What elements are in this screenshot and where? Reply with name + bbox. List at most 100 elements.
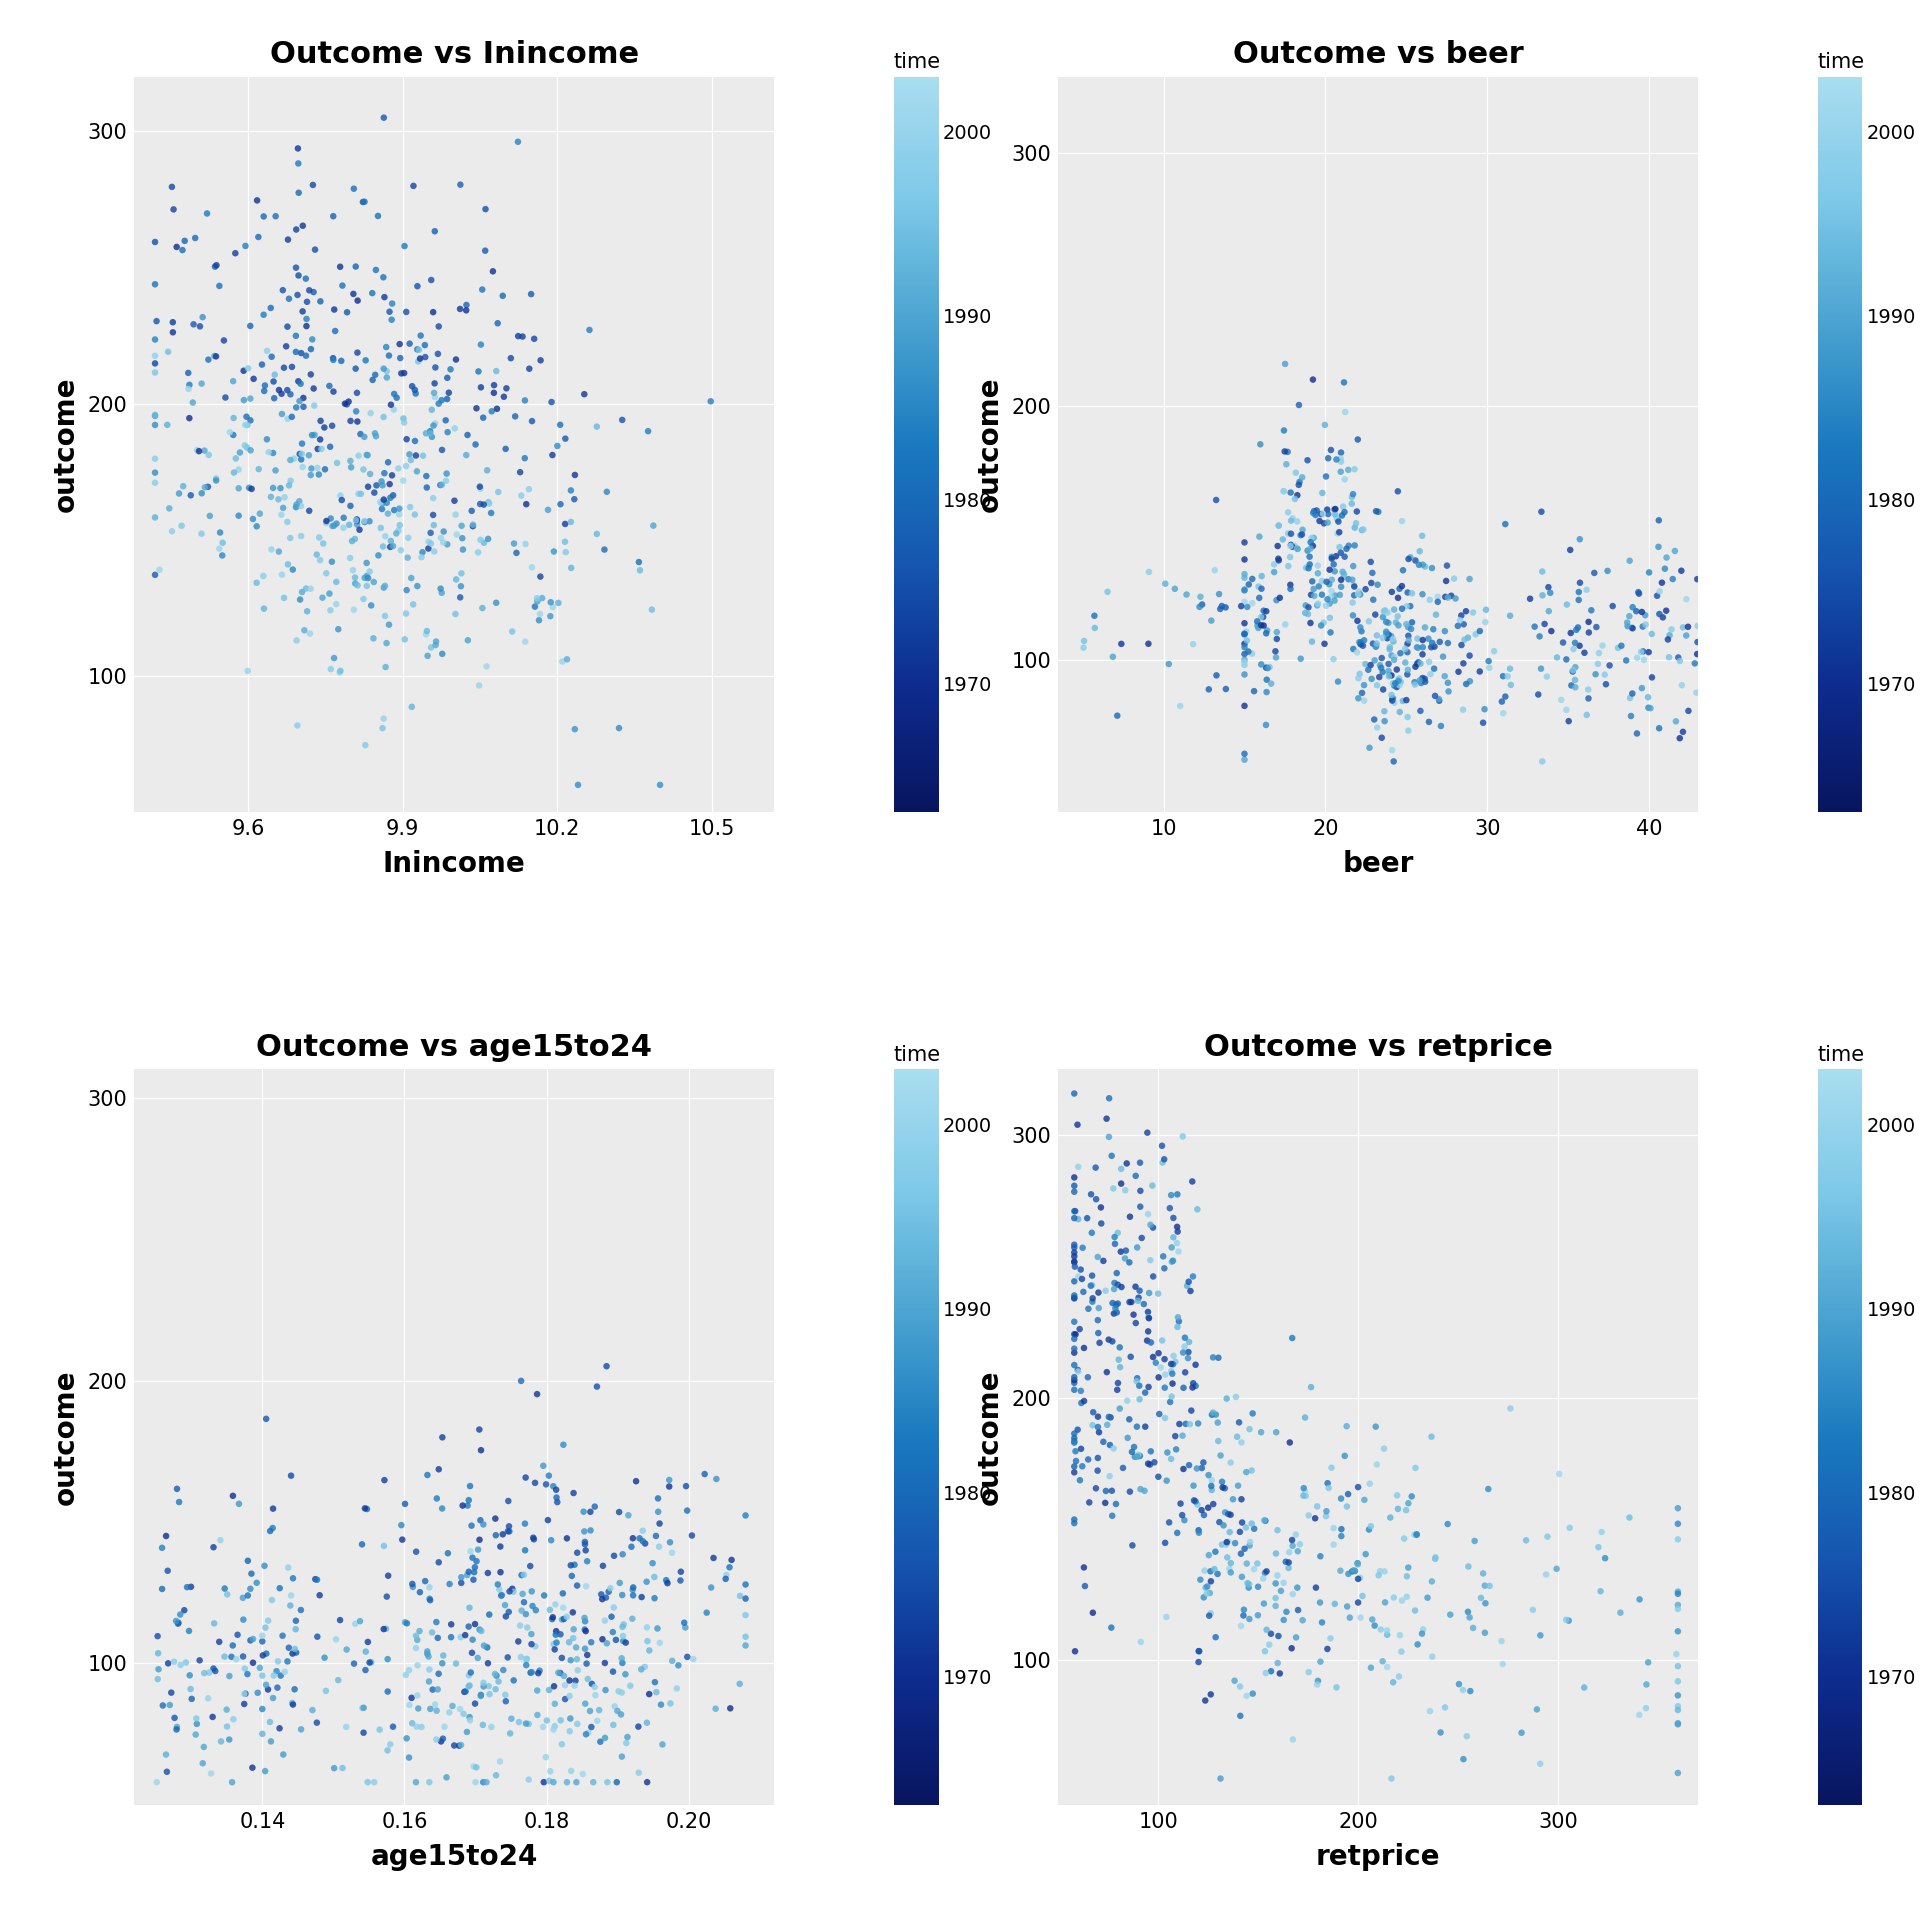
- Point: [643, 1496, 674, 1526]
- Point: [1068, 1233, 1098, 1263]
- Point: [401, 1624, 432, 1655]
- Point: [616, 1532, 647, 1563]
- Point: [1327, 499, 1357, 530]
- Point: [1377, 684, 1407, 714]
- Point: [1283, 1572, 1313, 1603]
- Point: [572, 1718, 603, 1749]
- Point: [432, 363, 463, 394]
- Point: [324, 252, 355, 282]
- Point: [493, 1511, 524, 1542]
- Point: [1060, 1240, 1091, 1271]
- Point: [1559, 672, 1590, 703]
- Point: [1442, 611, 1473, 641]
- Point: [223, 501, 253, 532]
- Point: [1622, 576, 1653, 607]
- Point: [415, 1584, 445, 1615]
- Point: [371, 355, 401, 386]
- Point: [392, 296, 422, 326]
- Point: [666, 1557, 697, 1588]
- Point: [1419, 632, 1450, 662]
- Point: [1091, 1104, 1121, 1135]
- Point: [1073, 1486, 1104, 1517]
- Point: [280, 392, 311, 422]
- Point: [1647, 603, 1678, 634]
- Point: [1175, 1275, 1206, 1306]
- Point: [1194, 1578, 1225, 1609]
- Point: [499, 528, 530, 559]
- Point: [397, 589, 428, 620]
- Point: [1144, 1398, 1175, 1428]
- Point: [595, 1572, 626, 1603]
- Point: [186, 369, 217, 399]
- Point: [275, 1590, 305, 1620]
- Point: [1125, 1190, 1156, 1221]
- Point: [447, 522, 478, 553]
- Point: [1162, 1311, 1192, 1342]
- Point: [259, 1661, 290, 1692]
- Point: [267, 1620, 298, 1651]
- Point: [342, 505, 372, 536]
- Point: [678, 1644, 708, 1674]
- Point: [541, 1482, 572, 1513]
- Point: [1425, 1716, 1455, 1747]
- Point: [1559, 653, 1590, 684]
- Point: [1356, 547, 1386, 578]
- Point: [1382, 601, 1413, 632]
- Point: [290, 614, 321, 645]
- Point: [505, 1611, 536, 1642]
- Point: [588, 1584, 618, 1615]
- Point: [1246, 601, 1277, 632]
- Point: [1323, 507, 1354, 538]
- Point: [1651, 595, 1682, 626]
- Point: [1060, 1427, 1091, 1457]
- Point: [1250, 1557, 1281, 1588]
- Point: [317, 547, 348, 578]
- Point: [211, 1711, 242, 1741]
- Point: [1628, 645, 1659, 676]
- Point: [1060, 1452, 1091, 1482]
- Point: [200, 1609, 230, 1640]
- Point: [561, 1644, 591, 1674]
- Point: [528, 1766, 559, 1797]
- Point: [1236, 564, 1267, 595]
- Point: [1402, 624, 1432, 655]
- Point: [1229, 628, 1260, 659]
- Point: [228, 1690, 259, 1720]
- Point: [493, 1517, 524, 1548]
- Point: [1265, 1659, 1296, 1690]
- Point: [1068, 1277, 1098, 1308]
- Point: [568, 1759, 599, 1789]
- Point: [307, 582, 338, 612]
- Point: [1594, 651, 1624, 682]
- Point: [1361, 1411, 1392, 1442]
- Point: [232, 1546, 263, 1576]
- Point: [1060, 1332, 1091, 1363]
- Point: [217, 1480, 248, 1511]
- Point: [445, 1730, 476, 1761]
- Point: [1069, 1332, 1100, 1363]
- Point: [1142, 1461, 1173, 1492]
- Point: [1250, 710, 1281, 741]
- Point: [1452, 1720, 1482, 1751]
- Point: [365, 1715, 396, 1745]
- Point: [417, 632, 447, 662]
- Point: [1626, 637, 1657, 668]
- Point: [520, 1596, 551, 1626]
- Point: [1354, 1469, 1384, 1500]
- Point: [349, 730, 380, 760]
- Point: [1133, 1315, 1164, 1346]
- Point: [480, 1674, 511, 1705]
- Point: [1555, 534, 1586, 564]
- Point: [273, 374, 303, 405]
- Point: [1139, 1261, 1169, 1292]
- Point: [1181, 1453, 1212, 1484]
- Point: [1311, 1469, 1342, 1500]
- Point: [451, 440, 482, 470]
- Point: [551, 538, 582, 568]
- Point: [1534, 595, 1565, 626]
- Point: [282, 132, 313, 163]
- Point: [1100, 1221, 1131, 1252]
- Point: [461, 1753, 492, 1784]
- Point: [426, 1647, 457, 1678]
- Point: [1336, 564, 1367, 595]
